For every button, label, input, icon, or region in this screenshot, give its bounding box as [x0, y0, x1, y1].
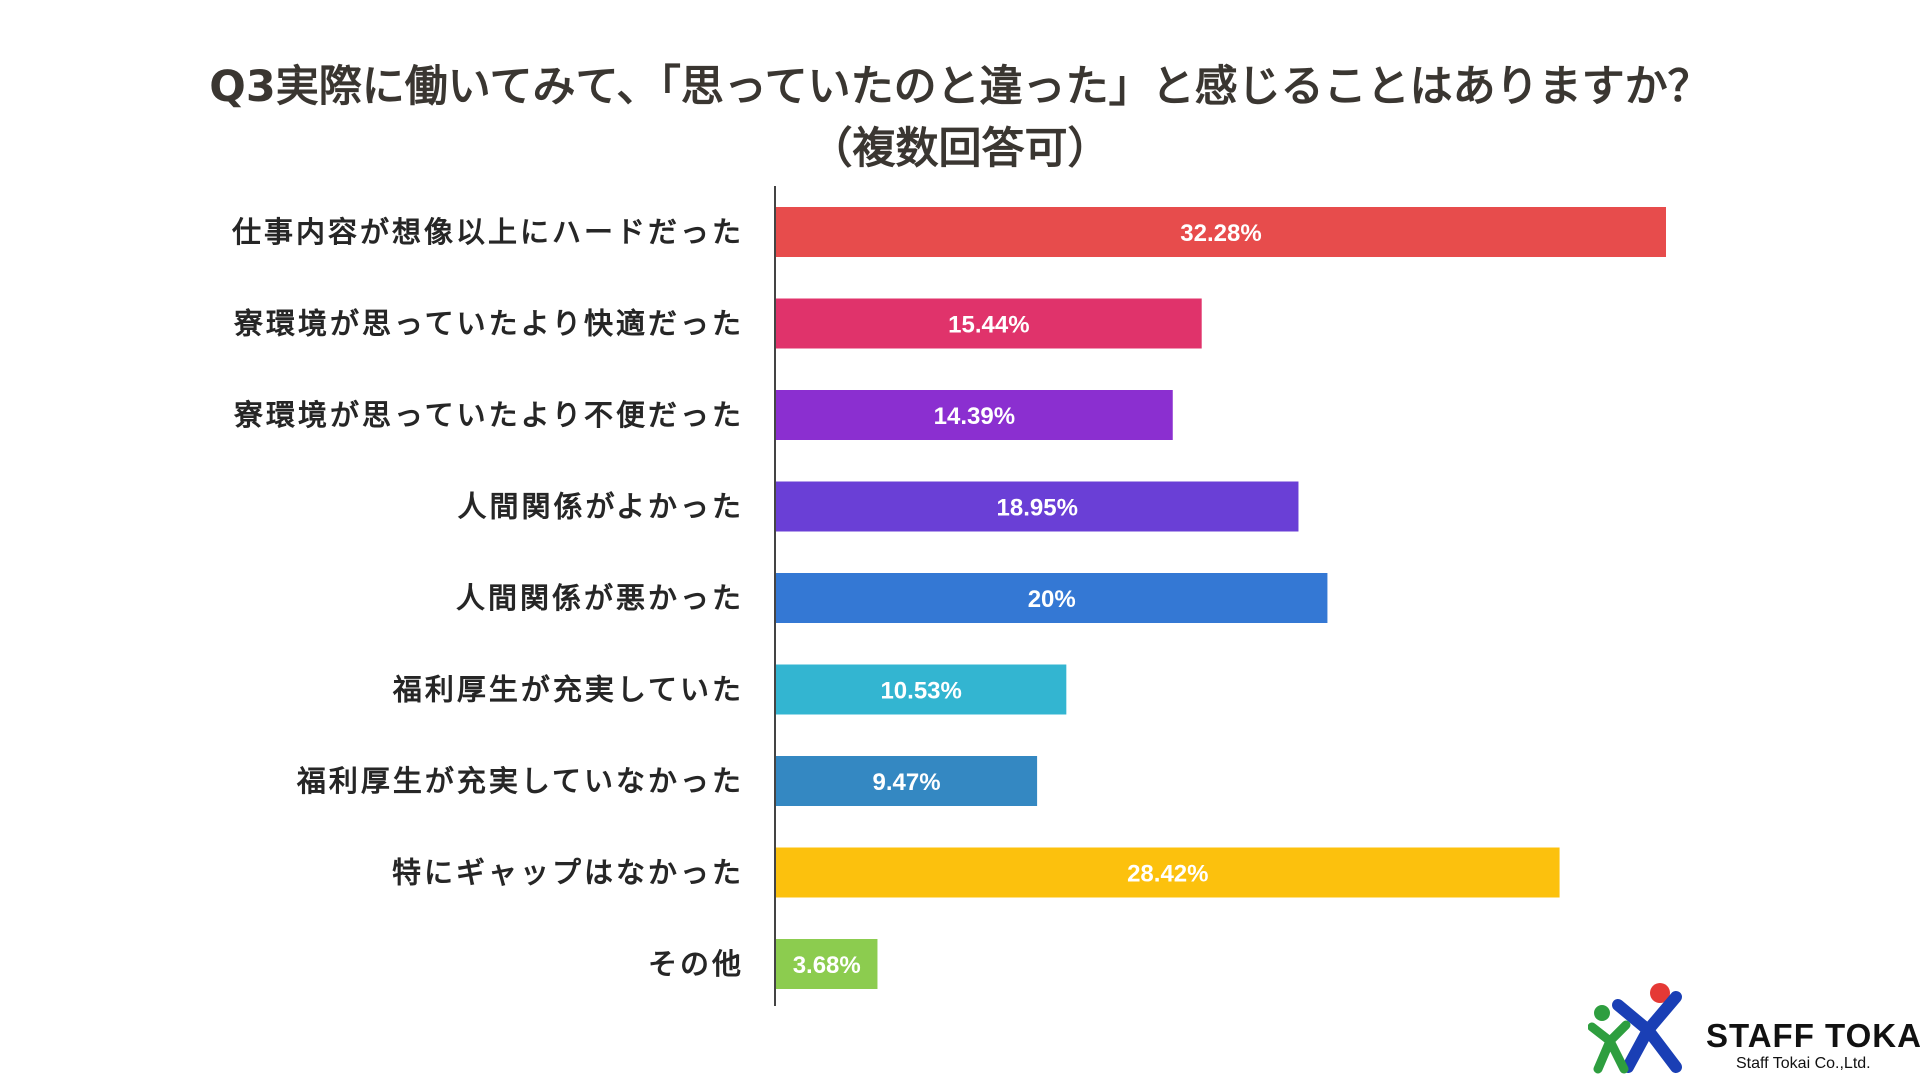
bar-value-label-2: 14.39%	[934, 403, 1015, 430]
bar-8	[776, 939, 878, 989]
chart-title-line1: Q3実際に働いてみて、「思っていたのと違った」と感じることはありますか？	[209, 62, 1711, 112]
bar-value-label-6: 9.47%	[873, 769, 941, 796]
category-label-8: その他	[648, 947, 744, 981]
category-label-7: 特にギャップはなかった	[392, 856, 744, 890]
bar-5	[776, 664, 1067, 715]
bar-value-label-3: 18.95%	[997, 495, 1078, 522]
bars-group: 32.28% 仕事内容が想像以上にハードだった 15.44% 寮環境が思っていたより快…	[231, 207, 1666, 989]
bar-value-label-4: 20%	[1028, 586, 1076, 613]
bar-4	[776, 573, 1328, 623]
bar-7	[776, 847, 1560, 898]
bar-6	[776, 756, 1038, 806]
bar-2	[776, 390, 1173, 440]
bar-value-label-1: 15.44%	[948, 312, 1029, 339]
category-label-3: 人間関係がよかった	[457, 490, 744, 524]
category-label-5: 福利厚生が充実していた	[392, 673, 744, 707]
bar-value-label-5: 10.53%	[880, 678, 961, 705]
chart-title-line2: （複数回答可）	[809, 124, 1111, 174]
category-label-0: 仕事内容が想像以上にハードだった	[231, 215, 744, 249]
logo-subtitle: Staff Tokai Co.,Ltd.	[1736, 1055, 1871, 1072]
logo-figures-icon	[1588, 983, 1682, 1074]
category-label-6: 福利厚生が充実していなかった	[296, 764, 744, 798]
bar-value-label-7: 28.42%	[1127, 861, 1208, 888]
category-label-1: 寮環境が思っていたより快適だった	[233, 307, 744, 341]
chart-title: Q3実際に働いてみて、「思っていたのと違った」と感じることはありますか？ （複数…	[0, 56, 1920, 180]
logo-name: STAFF TOKAI	[1706, 1017, 1920, 1054]
bar-1	[776, 298, 1202, 349]
bar-value-label-0: 32.28%	[1180, 220, 1261, 247]
company-logo: STAFF TOKAI Staff Tokai Co.,Ltd.	[1588, 975, 1920, 1080]
bar-value-label-8: 3.68%	[793, 952, 861, 979]
bar-3	[776, 481, 1299, 532]
category-label-4: 人間関係が悪かった	[456, 581, 744, 615]
category-label-2: 寮環境が思っていたより不便だった	[233, 398, 744, 432]
bar-0	[776, 207, 1666, 257]
